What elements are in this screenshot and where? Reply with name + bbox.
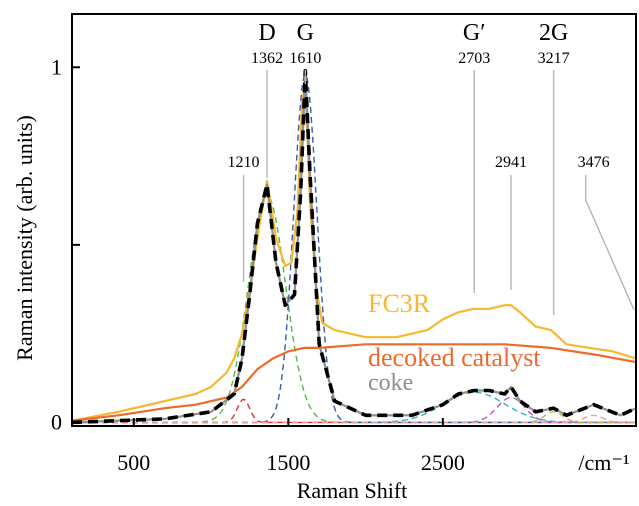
series-fc3r — [72, 80, 636, 422]
axes: 500 1500 2500 0 1 — [51, 13, 637, 475]
peak-leader-line — [584, 175, 635, 311]
y-tick-label: 1 — [51, 54, 62, 79]
band-position-2703: 2703 — [458, 50, 490, 67]
component-1362 — [72, 194, 636, 424]
x-tick-label: 2500 — [421, 450, 465, 475]
peak-label-3476: 3476 — [578, 154, 610, 171]
band-label-G: G — [297, 20, 314, 46]
x-tick-label: 1500 — [266, 450, 310, 475]
band-label-2G: 2G — [539, 20, 568, 46]
component-1610 — [72, 73, 636, 424]
spectra — [72, 69, 636, 425]
y-axis-label: Raman intensity (arb. units) — [12, 115, 37, 361]
band-position-3217: 3217 — [538, 50, 570, 67]
x-axis-label: Raman Shift — [297, 478, 408, 503]
plot-frame — [71, 13, 637, 427]
band-label-D: D — [258, 20, 275, 46]
band-position-1362: 1362 — [251, 50, 283, 67]
band-label-G′: G′ — [463, 20, 486, 46]
y-tick-label: 0 — [51, 409, 62, 434]
band-position-1610: 1610 — [289, 50, 321, 67]
peak-label-1210: 1210 — [228, 154, 260, 171]
series-decoked-catalyst — [72, 343, 636, 422]
x-axis-unit: /cm⁻¹ — [578, 450, 629, 475]
peak-annotations: D 1362 G 1610 G′ 2703 2G 3217 1210 2941 3476 — [228, 20, 635, 315]
series-label-decoked-catalyst: decoked catalyst — [368, 343, 541, 372]
series-label-coke: coke — [368, 370, 413, 396]
series-coke — [72, 69, 636, 424]
x-tick-label: 500 — [117, 450, 150, 475]
series-label-fc3r: FC3R — [368, 289, 431, 318]
fit-components — [72, 73, 636, 424]
peak-label-2941: 2941 — [495, 154, 527, 171]
series-fit — [72, 69, 636, 425]
component-3476 — [72, 414, 636, 424]
